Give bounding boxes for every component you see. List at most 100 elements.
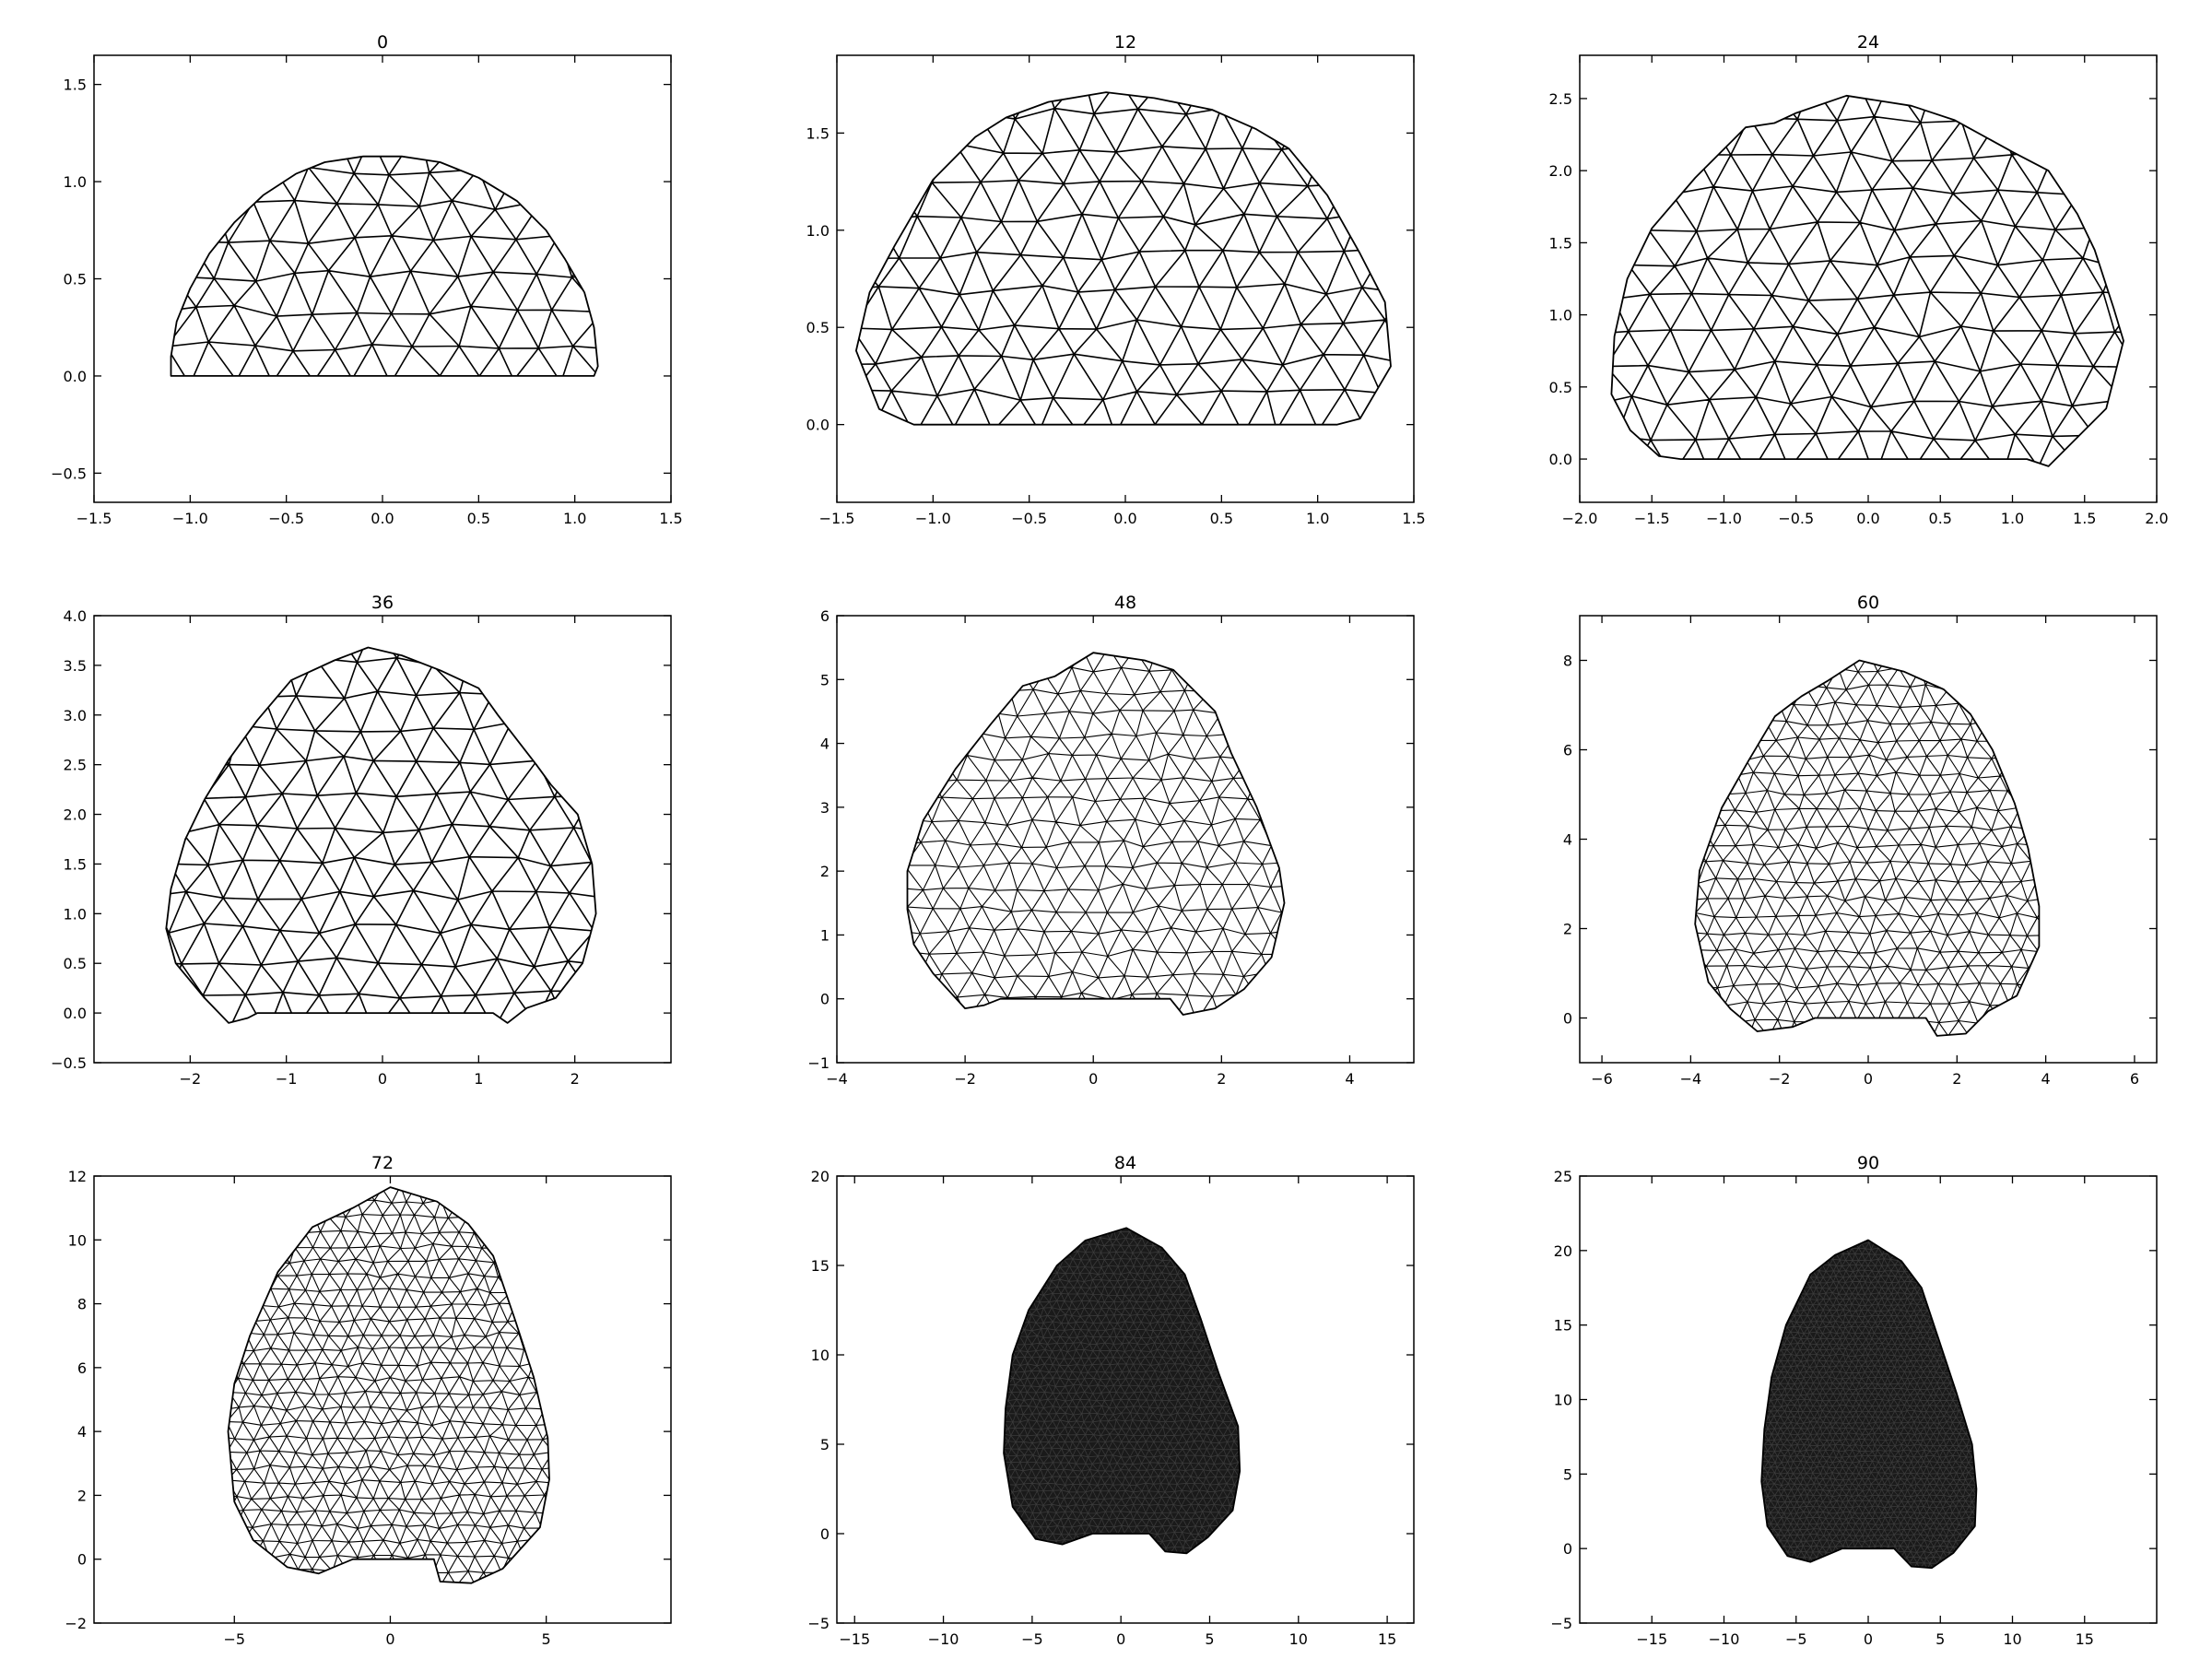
y-tick-label: 6 bbox=[77, 1359, 87, 1377]
x-tick-label: 0 bbox=[1088, 1070, 1098, 1088]
x-tick-label: 0.0 bbox=[1113, 510, 1136, 527]
y-tick-label: 8 bbox=[1563, 653, 1572, 670]
x-tick-label: 0 bbox=[1864, 1070, 1873, 1088]
y-tick-label: 2 bbox=[77, 1487, 87, 1504]
subplot-title: 72 bbox=[371, 1153, 394, 1173]
y-tick-label: 2 bbox=[820, 863, 830, 880]
y-tick-label: 4 bbox=[1563, 831, 1572, 849]
x-tick-label: 4 bbox=[2041, 1070, 2051, 1088]
x-tick-label: 6 bbox=[2130, 1070, 2139, 1088]
x-tick-label: 1.0 bbox=[1306, 510, 1329, 527]
y-tick-label: 0.0 bbox=[64, 1005, 87, 1022]
x-tick-label: 0.5 bbox=[1929, 510, 1952, 527]
y-tick-label: −5 bbox=[1550, 1615, 1572, 1632]
x-tick-label: −1.5 bbox=[1634, 510, 1670, 527]
y-tick-label: 2.0 bbox=[1549, 162, 1572, 180]
x-tick-label: 0.0 bbox=[371, 510, 394, 527]
y-tick-label: −5 bbox=[807, 1615, 830, 1632]
x-tick-label: −15 bbox=[839, 1630, 870, 1648]
y-tick-label: 1 bbox=[820, 926, 830, 944]
x-tick-label: 0.0 bbox=[1856, 510, 1879, 527]
y-tick-label: 3.5 bbox=[64, 657, 87, 675]
x-tick-label: −5 bbox=[1785, 1630, 1807, 1648]
y-tick-label: 8 bbox=[77, 1296, 87, 1313]
y-tick-label: 0 bbox=[820, 991, 830, 1008]
x-tick-label: 2 bbox=[571, 1070, 580, 1088]
x-tick-label: 5 bbox=[1936, 1630, 1945, 1648]
y-tick-label: −2 bbox=[65, 1615, 87, 1632]
x-tick-label: −4 bbox=[1680, 1070, 1702, 1088]
y-tick-label: 0.5 bbox=[806, 319, 830, 336]
x-tick-label: 0.5 bbox=[467, 510, 490, 527]
y-tick-label: 20 bbox=[811, 1168, 830, 1185]
x-tick-label: 1.0 bbox=[2001, 510, 2024, 527]
subplot-title: 90 bbox=[1857, 1153, 1879, 1173]
y-tick-label: 0 bbox=[1563, 1540, 1572, 1558]
subplot-title: 36 bbox=[371, 593, 394, 613]
x-tick-label: 10 bbox=[1289, 1630, 1308, 1648]
y-tick-label: 6 bbox=[1563, 742, 1572, 759]
y-tick-label: 2.5 bbox=[64, 757, 87, 774]
x-tick-label: 0 bbox=[1864, 1630, 1873, 1648]
y-tick-label: 1.0 bbox=[1549, 307, 1572, 324]
y-tick-label: 25 bbox=[1554, 1168, 1572, 1185]
x-tick-label: 1 bbox=[474, 1070, 483, 1088]
x-tick-label: 1.5 bbox=[2073, 510, 2096, 527]
x-tick-label: 0 bbox=[1116, 1630, 1125, 1648]
y-tick-label: 3 bbox=[820, 799, 830, 817]
y-tick-label: 1.0 bbox=[64, 905, 87, 923]
x-tick-label: 2.0 bbox=[2145, 510, 2168, 527]
x-tick-label: 4 bbox=[1345, 1070, 1354, 1088]
x-tick-label: 5 bbox=[1205, 1630, 1214, 1648]
y-tick-label: 1.0 bbox=[806, 222, 830, 240]
x-tick-label: −1 bbox=[276, 1070, 298, 1088]
y-tick-label: 2.5 bbox=[1549, 90, 1572, 108]
y-tick-label: −1 bbox=[807, 1054, 830, 1072]
y-tick-label: 6 bbox=[820, 607, 830, 625]
y-tick-label: 0.5 bbox=[64, 955, 87, 972]
y-tick-label: 2.0 bbox=[64, 806, 87, 824]
x-tick-label: 10 bbox=[2003, 1630, 2021, 1648]
x-tick-label: −10 bbox=[928, 1630, 959, 1648]
y-tick-label: 10 bbox=[68, 1231, 87, 1249]
x-tick-label: −5 bbox=[1021, 1630, 1043, 1648]
y-tick-label: 0 bbox=[1563, 1010, 1572, 1028]
subplot-title: 0 bbox=[377, 32, 388, 53]
x-tick-label: −2 bbox=[180, 1070, 202, 1088]
x-tick-label: −0.5 bbox=[268, 510, 304, 527]
x-tick-label: −1.0 bbox=[1706, 510, 1742, 527]
y-tick-label: 4 bbox=[820, 735, 830, 753]
y-tick-label: 0.5 bbox=[1549, 379, 1572, 396]
y-tick-label: 4.0 bbox=[64, 607, 87, 625]
y-tick-label: 1.5 bbox=[1549, 234, 1572, 252]
x-tick-label: −4 bbox=[826, 1070, 848, 1088]
x-tick-label: 15 bbox=[2076, 1630, 2094, 1648]
x-tick-label: −10 bbox=[1709, 1630, 1740, 1648]
y-tick-label: 15 bbox=[811, 1257, 830, 1275]
x-tick-label: 15 bbox=[1378, 1630, 1396, 1648]
y-tick-label: 0.0 bbox=[806, 417, 830, 434]
x-tick-label: 1.0 bbox=[563, 510, 586, 527]
y-tick-label: 12 bbox=[68, 1168, 87, 1185]
x-tick-label: −2.0 bbox=[1562, 510, 1598, 527]
x-tick-label: 1.5 bbox=[659, 510, 682, 527]
y-tick-label: 0 bbox=[820, 1525, 830, 1543]
x-tick-label: −5 bbox=[223, 1630, 245, 1648]
x-tick-label: −2 bbox=[954, 1070, 976, 1088]
y-tick-label: 5 bbox=[820, 1436, 830, 1453]
y-tick-label: 5 bbox=[1563, 1465, 1572, 1483]
x-tick-label: −6 bbox=[1591, 1070, 1613, 1088]
x-tick-label: −1.5 bbox=[819, 510, 855, 527]
x-tick-label: 5 bbox=[542, 1630, 551, 1648]
subplot-title: 48 bbox=[1114, 593, 1136, 613]
y-tick-label: 0.0 bbox=[1549, 451, 1572, 468]
y-tick-label: 10 bbox=[1554, 1392, 1572, 1409]
y-tick-label: −0.5 bbox=[51, 1054, 87, 1072]
x-tick-label: −1.5 bbox=[76, 510, 112, 527]
x-tick-label: −2 bbox=[1769, 1070, 1791, 1088]
y-tick-label: 20 bbox=[1554, 1242, 1572, 1260]
y-tick-label: 1.5 bbox=[64, 855, 87, 873]
y-tick-label: 0.0 bbox=[64, 368, 87, 385]
x-tick-label: 0 bbox=[385, 1630, 394, 1648]
